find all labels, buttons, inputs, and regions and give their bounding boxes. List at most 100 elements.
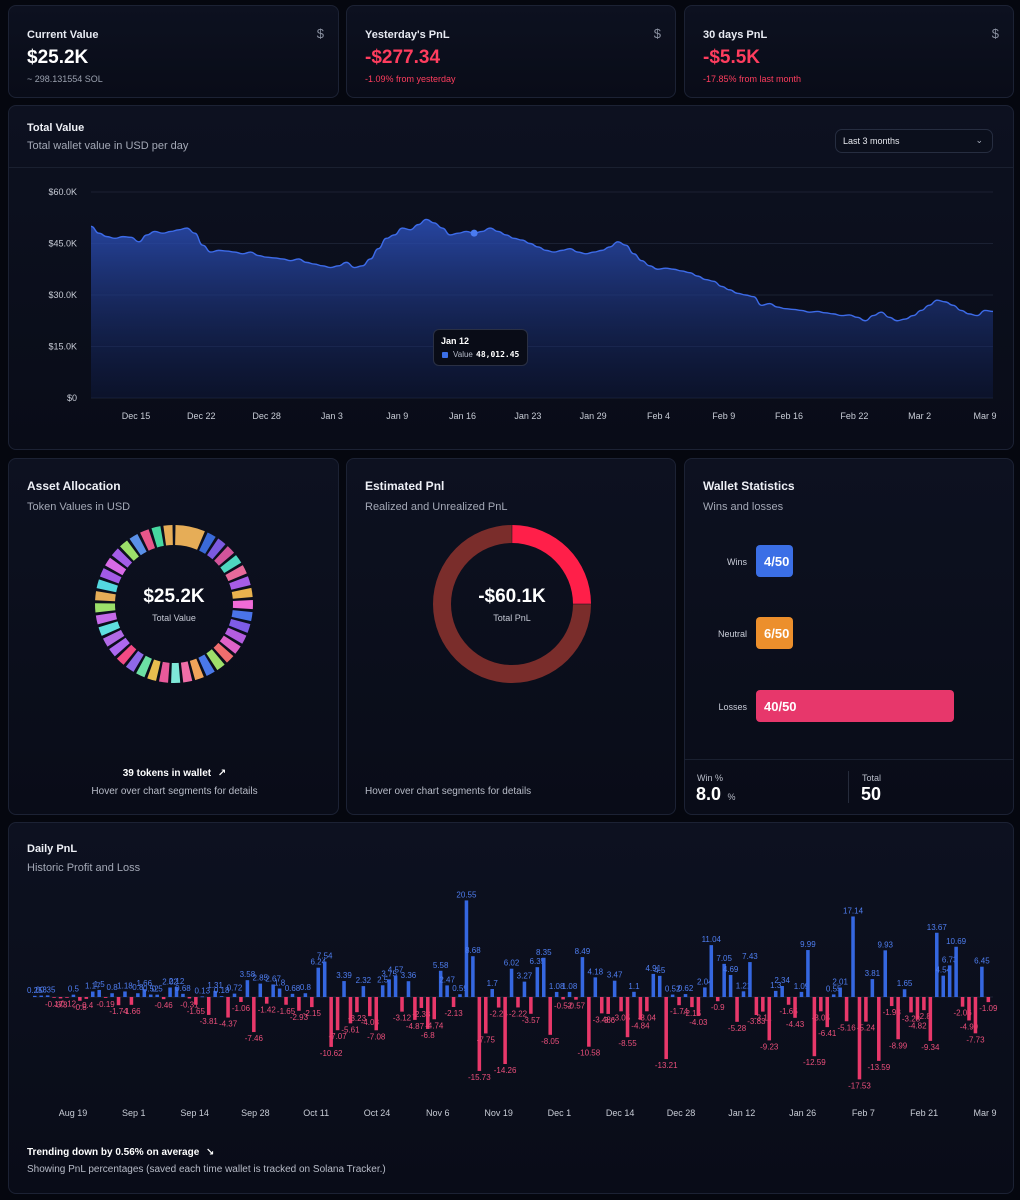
pnl-bar[interactable] xyxy=(458,994,462,997)
asset-slice[interactable] xyxy=(198,654,215,676)
pnl-bar[interactable] xyxy=(567,991,572,997)
asset-slice[interactable] xyxy=(213,642,234,663)
pnl-bar[interactable] xyxy=(297,997,301,1011)
pnl-bar[interactable] xyxy=(986,997,991,1003)
pnl-bar[interactable] xyxy=(335,997,340,1031)
pnl-bar[interactable] xyxy=(980,966,984,997)
asset-slice[interactable] xyxy=(125,650,144,672)
asset-slice[interactable] xyxy=(105,557,127,576)
pnl-bar[interactable] xyxy=(161,997,166,1000)
pnl-bar[interactable] xyxy=(71,994,76,997)
asset-slice[interactable] xyxy=(199,532,216,554)
pnl-bar[interactable] xyxy=(65,997,69,998)
pnl-bar[interactable] xyxy=(535,967,540,997)
pnl-bar[interactable] xyxy=(561,997,565,1000)
pnl-bar[interactable] xyxy=(103,997,108,998)
pnl-bar[interactable] xyxy=(426,997,430,1029)
pnl-bar[interactable] xyxy=(52,997,56,998)
asset-slice[interactable] xyxy=(228,619,251,633)
asset-slice[interactable] xyxy=(109,637,130,657)
asset-slice[interactable] xyxy=(140,529,156,551)
asset-slice[interactable] xyxy=(189,658,204,681)
pnl-bar[interactable] xyxy=(271,984,275,997)
asset-slice[interactable] xyxy=(116,644,137,665)
pnl-bar[interactable] xyxy=(709,945,714,997)
pnl-bar[interactable] xyxy=(45,995,50,997)
asset-slice[interactable] xyxy=(120,540,139,561)
pnl-bar[interactable] xyxy=(715,997,720,1002)
pnl-bar[interactable] xyxy=(509,968,514,997)
stat-bar-wins[interactable]: 4/50 xyxy=(756,545,793,577)
pnl-bar[interactable] xyxy=(451,997,456,1008)
pnl-bar[interactable] xyxy=(748,962,752,997)
pnl-bar[interactable] xyxy=(129,997,134,1005)
pnl-bar[interactable] xyxy=(90,991,95,997)
pnl-bar[interactable] xyxy=(909,997,913,1013)
pnl-bar[interactable] xyxy=(806,950,810,997)
pnl-bar[interactable] xyxy=(722,963,726,997)
pnl-bar[interactable] xyxy=(902,989,907,997)
pnl-bar[interactable] xyxy=(922,997,926,1011)
pnl-bar[interactable] xyxy=(78,997,82,1001)
pnl-bar[interactable] xyxy=(954,946,958,997)
pnl-bar[interactable] xyxy=(632,991,636,997)
pnl-bar[interactable] xyxy=(471,956,475,997)
pnl-bar[interactable] xyxy=(136,993,140,997)
pnl-bar[interactable] xyxy=(915,997,920,1020)
pnl-bar[interactable] xyxy=(516,997,520,1008)
asset-slice[interactable] xyxy=(147,659,161,681)
pnl-bar[interactable] xyxy=(625,997,630,1038)
asset-slice[interactable] xyxy=(129,534,147,556)
pnl-bar[interactable] xyxy=(232,993,237,997)
pnl-bar[interactable] xyxy=(612,980,617,997)
stat-bar-losses[interactable]: 40/50 xyxy=(756,690,954,722)
pnl-bar[interactable] xyxy=(387,979,391,997)
asset-slice[interactable] xyxy=(206,649,225,671)
pnl-bar[interactable] xyxy=(97,989,101,997)
pnl-bar[interactable] xyxy=(368,997,372,1017)
pnl-bar[interactable] xyxy=(864,997,868,1022)
pnl-bar[interactable] xyxy=(342,981,346,997)
pnl-bar[interactable] xyxy=(490,989,494,997)
total-value-chart[interactable]: $0 $15.0K $30.0K $45.0K $60.0K Dec 15 Dec 22 De… xyxy=(9,168,1013,448)
asset-slice[interactable] xyxy=(103,629,125,647)
pnl-bar[interactable] xyxy=(741,991,746,997)
asset-slice[interactable] xyxy=(136,655,152,678)
asset-allocation-chart[interactable] xyxy=(89,519,259,689)
pnl-bar[interactable] xyxy=(889,997,894,1007)
pnl-bar[interactable] xyxy=(541,957,546,997)
pnl-bar[interactable] xyxy=(181,993,185,997)
pnl-bar[interactable] xyxy=(361,986,366,997)
pnl-bar[interactable] xyxy=(690,997,694,1008)
pnl-bar[interactable] xyxy=(587,997,591,1047)
pnl-bar[interactable] xyxy=(780,986,784,997)
pnl-bar[interactable] xyxy=(941,975,945,997)
pnl-bar[interactable] xyxy=(683,994,688,997)
pnl-bar[interactable] xyxy=(206,997,211,1015)
pnl-bar[interactable] xyxy=(174,987,179,997)
pnl-bar[interactable] xyxy=(290,993,295,997)
daily-pnl-chart[interactable]: 0.250.30.35-0.17-0.3-0.120.5-0.8-0.41.17… xyxy=(9,885,1013,1125)
pnl-bar[interactable] xyxy=(580,957,585,997)
pnl-slice[interactable] xyxy=(512,525,591,604)
asset-slice[interactable] xyxy=(232,599,253,610)
pnl-bar[interactable] xyxy=(380,985,385,997)
pnl-bar[interactable] xyxy=(200,996,205,998)
pnl-bar[interactable] xyxy=(819,997,823,1012)
pnl-bar[interactable] xyxy=(110,993,114,997)
pnl-bar[interactable] xyxy=(123,991,127,997)
asset-slice[interactable] xyxy=(219,635,241,654)
pnl-bar[interactable] xyxy=(786,997,791,1005)
pnl-bar[interactable] xyxy=(831,994,836,997)
pnl-bar[interactable] xyxy=(677,997,681,1006)
pnl-bar[interactable] xyxy=(419,997,424,1008)
pnl-bar[interactable] xyxy=(187,997,192,999)
pnl-bar[interactable] xyxy=(896,997,900,1040)
pnl-bar[interactable] xyxy=(142,989,147,997)
pnl-bar[interactable] xyxy=(767,997,772,1041)
pnl-bar[interactable] xyxy=(484,997,488,1034)
pnl-bar[interactable] xyxy=(348,997,353,1024)
pnl-bar[interactable] xyxy=(432,997,437,1020)
pnl-bar[interactable] xyxy=(928,997,933,1041)
pnl-bar[interactable] xyxy=(84,997,89,999)
